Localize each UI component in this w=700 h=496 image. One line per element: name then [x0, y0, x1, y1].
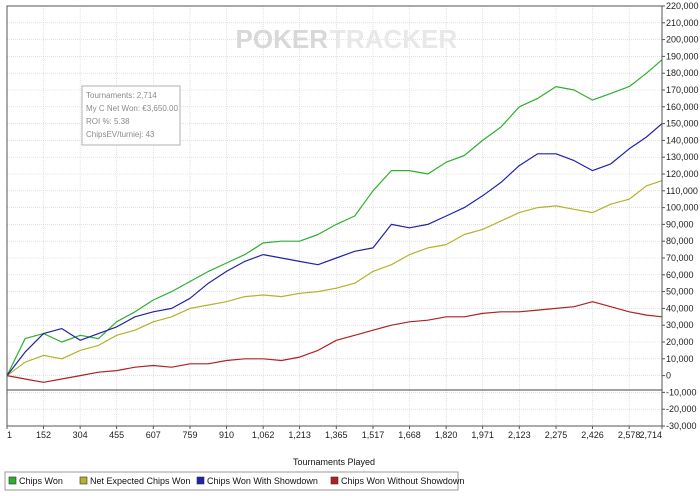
y-tick-label: 80,000: [666, 236, 694, 246]
x-tick-label: 1,820: [435, 430, 458, 440]
y-tick-label: 100,000: [666, 203, 699, 213]
y-tick-label: 20,000: [666, 337, 694, 347]
y-tick-label: -10,000: [666, 387, 697, 397]
y-tick-label: 170,000: [666, 85, 699, 95]
x-tick-label: 910: [219, 430, 234, 440]
y-tick-label: 120,000: [666, 169, 699, 179]
info-box-frame: [81, 85, 181, 146]
series-line-with-showdown: [6, 123, 663, 376]
info-tournaments: Tournaments: 2,714: [86, 91, 157, 100]
series-line-net-expected: [6, 180, 663, 377]
info-net-won: My C Net Won: €3,650.00: [86, 104, 178, 113]
y-tick-label: 10,000: [666, 354, 694, 364]
y-tick-label: 130,000: [666, 152, 699, 162]
series-line-without-showdown: [6, 301, 663, 383]
legend-label: Chips Won: [19, 476, 63, 486]
y-tick-label: 90,000: [666, 219, 694, 229]
y-tick-label: 30,000: [666, 320, 694, 330]
x-axis-title: Tournaments Played: [293, 457, 375, 467]
watermark-poker: POKER: [236, 24, 329, 54]
y-tick-label: 200,000: [666, 35, 699, 45]
y-tick-label: 140,000: [666, 135, 699, 145]
y-tick-label: 180,000: [666, 68, 699, 78]
x-tick-label: 2,275: [545, 430, 568, 440]
y-tick-label: 160,000: [666, 102, 699, 112]
y-tick-label: 40,000: [666, 303, 694, 313]
info-box: Tournaments: 2,714 My C Net Won: €3,650.…: [81, 85, 181, 146]
legend-frame: [4, 471, 459, 491]
x-tick-label: 607: [146, 430, 161, 440]
x-tick-label: 1,668: [398, 430, 421, 440]
x-tick-label: 1,062: [252, 430, 275, 440]
legend: Chips Won Net Expected Chips Won Chips Won…: [4, 471, 464, 491]
x-tick-label: 304: [73, 430, 88, 440]
y-tick-label: 110,000: [666, 186, 698, 196]
y-tick-label: 190,000: [666, 51, 699, 61]
legend-label: Net Expected Chips Won: [90, 476, 190, 486]
y-tick-label: 60,000: [666, 270, 694, 280]
y-tick-label: 50,000: [666, 287, 694, 297]
watermark: POKER TRACKER: [236, 24, 458, 54]
legend-label: Chips Won Without Showdown: [341, 476, 464, 486]
series-line-chips-won: [6, 59, 663, 376]
legend-swatch: [196, 476, 205, 485]
watermark-tracker: TRACKER: [330, 24, 457, 54]
y-tick-label: 70,000: [666, 253, 694, 263]
x-axis: 1 152 304 455 607 759 910 1,062 1,213 1,365 1,517 1…: [6, 426, 663, 440]
x-tick-label: 1,517: [362, 430, 385, 440]
x-tick-label: 759: [182, 430, 197, 440]
x-tick-label: 1: [7, 430, 12, 440]
x-tick-label: 1,971: [471, 430, 494, 440]
series-layer: [6, 59, 663, 383]
x-tick-label: 2,123: [508, 430, 531, 440]
x-tick-label: 2,714: [639, 430, 662, 440]
x-tick-label: 455: [109, 430, 124, 440]
x-tick-label: 1,213: [288, 430, 311, 440]
x-tick-label: 2,426: [581, 430, 604, 440]
x-tick-label: 152: [36, 430, 51, 440]
legend-swatch: [330, 476, 339, 485]
x-tick-label: 1,365: [325, 430, 348, 440]
y-tick-label: 210,000: [666, 18, 699, 28]
y-axis: -30,000 -20,000 -10,000 0 10,000 20,000 30,000…: [662, 1, 699, 431]
legend-swatch: [8, 476, 17, 485]
y-tick-label: -30,000: [666, 421, 697, 431]
x-tick-label: 2,578: [618, 430, 641, 440]
y-tick-label: -20,000: [666, 404, 697, 414]
info-roi: ROI %: 5.38: [86, 117, 130, 126]
legend-swatch: [79, 476, 88, 485]
info-chipsev: ChipsEV/turniej: 43: [86, 130, 155, 139]
y-tick-label: 0: [666, 371, 671, 381]
plot-frame: [6, 5, 663, 427]
legend-label: Chips Won With Showdown: [207, 476, 318, 486]
y-tick-label: 150,000: [666, 119, 699, 129]
y-tick-label: 220,000: [666, 1, 699, 11]
